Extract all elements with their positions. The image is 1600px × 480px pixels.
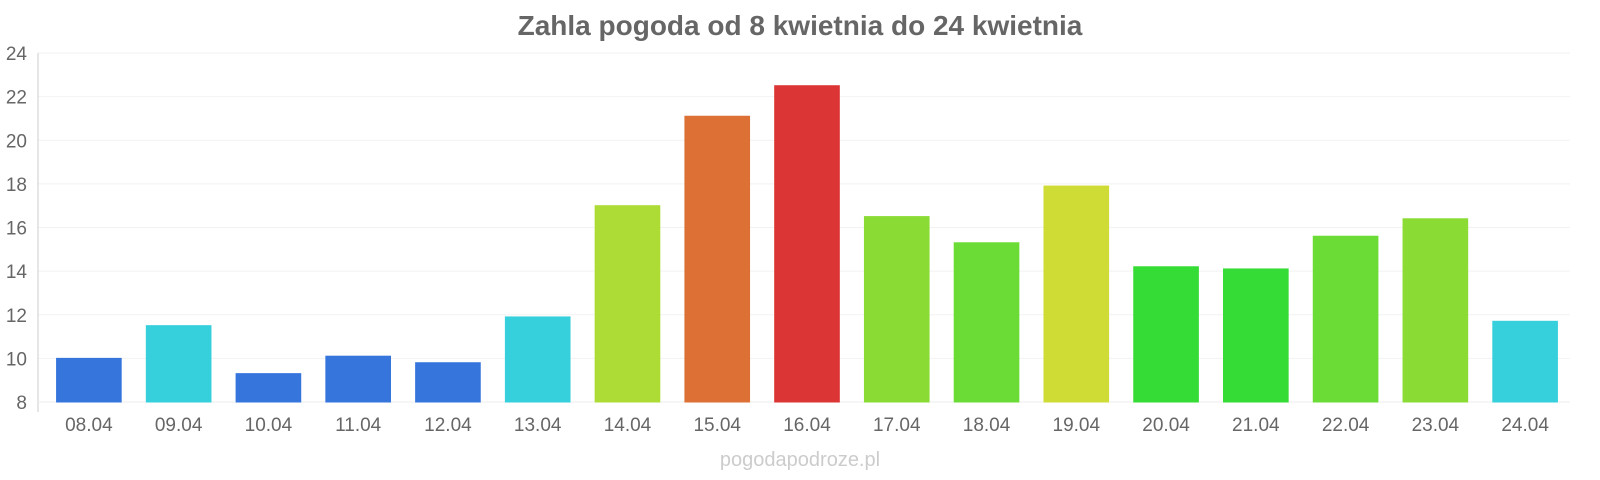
bar-14.04 bbox=[594, 205, 661, 403]
bar-22.04 bbox=[1312, 235, 1379, 403]
x-tick-label: 24.04 bbox=[1501, 415, 1549, 436]
bar-08.04 bbox=[56, 357, 122, 403]
bars bbox=[56, 85, 1558, 403]
x-tick-label: 17.04 bbox=[873, 415, 921, 436]
watermark: pogodapodroze.pl bbox=[719, 449, 881, 471]
bar-21.04 bbox=[1223, 268, 1289, 403]
x-tick-label: 13.04 bbox=[514, 415, 562, 436]
x-tick-label: 16.04 bbox=[783, 415, 831, 436]
y-axis-labels: 8 10 12 14 16 18 20 22 24 bbox=[6, 44, 28, 414]
y-tick-label: 18 bbox=[6, 175, 27, 196]
y-tick-label: 8 bbox=[16, 393, 27, 414]
bar-13.04 bbox=[504, 316, 571, 403]
x-axis-labels: 08.04 09.04 10.04 11.04 12.04 13.04 14.04 15.04… bbox=[65, 415, 1549, 436]
bar-23.04 bbox=[1402, 218, 1469, 403]
x-tick-label: 23.04 bbox=[1412, 415, 1460, 436]
x-tick-label: 09.04 bbox=[155, 415, 203, 436]
bar-10.04 bbox=[235, 373, 302, 403]
y-tick-label: 20 bbox=[6, 131, 27, 152]
x-tick-label: 22.04 bbox=[1322, 415, 1370, 436]
x-tick-label: 08.04 bbox=[65, 415, 113, 436]
bar-19.04 bbox=[1043, 185, 1110, 403]
bar-16.04 bbox=[774, 85, 840, 403]
x-tick-label: 11.04 bbox=[335, 415, 382, 436]
bar-17.04 bbox=[863, 216, 930, 403]
y-tick-label: 16 bbox=[6, 219, 27, 240]
bar-12.04 bbox=[415, 362, 481, 403]
x-tick-label: 18.04 bbox=[963, 415, 1011, 436]
x-tick-label: 21.04 bbox=[1232, 415, 1280, 436]
x-tick-label: 15.04 bbox=[693, 415, 741, 436]
bar-24.04 bbox=[1492, 320, 1558, 403]
chart-title: Zahla pogoda od 8 kwietnia do 24 kwietni… bbox=[517, 10, 1083, 41]
bar-15.04 bbox=[684, 115, 751, 403]
x-tick-label: 12.04 bbox=[424, 415, 472, 436]
bar-18.04 bbox=[953, 242, 1020, 403]
bar-11.04 bbox=[325, 355, 391, 403]
x-tick-label: 19.04 bbox=[1053, 415, 1101, 436]
y-tick-label: 14 bbox=[6, 262, 28, 283]
bar-09.04 bbox=[145, 325, 212, 403]
y-tick-label: 22 bbox=[6, 88, 27, 109]
y-tick-label: 24 bbox=[6, 44, 28, 65]
bar-20.04 bbox=[1133, 266, 1199, 403]
x-tick-label: 20.04 bbox=[1142, 415, 1190, 436]
y-tick-label: 10 bbox=[6, 349, 27, 370]
y-tick-label: 12 bbox=[6, 306, 27, 327]
x-tick-label: 10.04 bbox=[245, 415, 293, 436]
x-tick-label: 14.04 bbox=[604, 415, 652, 436]
